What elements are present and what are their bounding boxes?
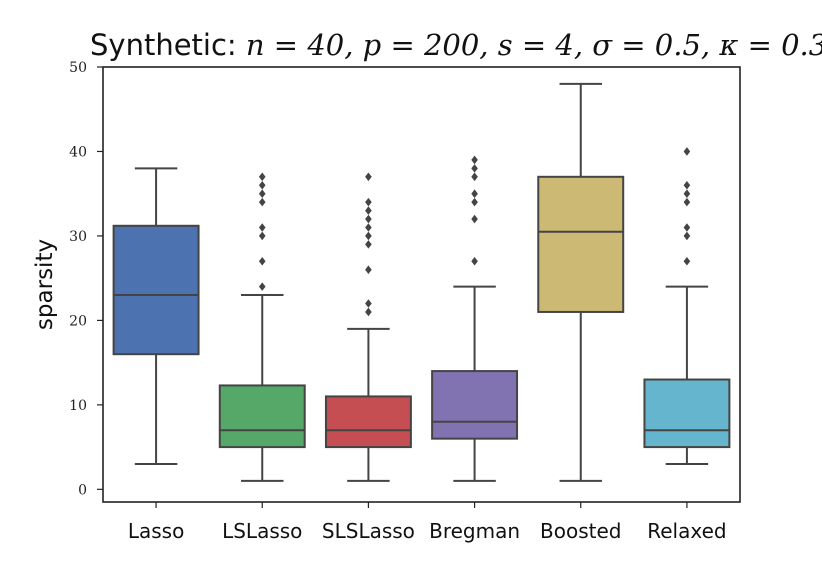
outlier-point [683, 189, 691, 198]
y-tick-label: 50 [69, 60, 87, 76]
box-boosted [537, 175, 625, 313]
outlier-point [258, 231, 266, 241]
outlier-point [365, 172, 372, 182]
outlier-point [683, 256, 691, 266]
outlier-point [471, 164, 478, 173]
outlier-point [683, 180, 691, 190]
outlier-point [471, 189, 478, 198]
chart-title-prefix: Synthetic: [90, 28, 237, 62]
outlier-point [365, 223, 372, 232]
outlier-point [365, 231, 372, 241]
y-axis-label: sparsity [32, 239, 58, 330]
outlier-point [683, 197, 691, 207]
box-lasso [112, 224, 200, 356]
x-tick-label: Bregman [429, 519, 520, 543]
y-tick-label: 40 [69, 144, 87, 160]
x-tick-label: SLSLasso [322, 519, 415, 543]
outlier-point [365, 307, 372, 317]
y-tick-label: 0 [78, 482, 87, 498]
outlier-point [258, 180, 266, 190]
plot-frame [102, 66, 741, 503]
x-tick-label: Lasso [128, 519, 184, 543]
x-tick-label: Relaxed [647, 519, 726, 543]
y-tick-label: 20 [69, 313, 87, 329]
box-relaxed [643, 378, 731, 449]
y-tick-label: 10 [69, 398, 87, 414]
y-tick-label: 30 [69, 229, 87, 245]
outlier-point [683, 147, 691, 156]
outlier-point [258, 223, 266, 232]
outlier-point [471, 256, 478, 266]
outlier-point [683, 231, 691, 241]
outlier-point [471, 197, 478, 207]
outlier-point [471, 214, 478, 224]
outlier-point [365, 206, 372, 215]
outlier-point [258, 189, 266, 198]
outlier-point [471, 155, 478, 165]
chart-title-math: n = 40, p = 200, s = 4, σ = 0.5, κ = 0.3 [245, 28, 822, 62]
outlier-point [258, 197, 266, 207]
outlier-point [365, 299, 372, 308]
box-bregman [431, 370, 519, 440]
x-tick-label: Boosted [540, 519, 621, 543]
outlier-point [365, 197, 372, 207]
chart-title: Synthetic: n = 40, p = 200, s = 4, σ = 0… [90, 28, 822, 62]
outlier-point [683, 223, 691, 232]
outlier-point [365, 265, 372, 275]
outlier-point [471, 172, 478, 182]
outlier-point [258, 256, 266, 266]
box-lslasso [218, 384, 306, 449]
outlier-point [258, 172, 266, 182]
box-slslasso [324, 395, 412, 449]
outlier-point [365, 214, 372, 224]
outlier-point [365, 240, 372, 249]
x-tick-label: LSLasso [222, 519, 302, 543]
outlier-point [258, 282, 266, 291]
